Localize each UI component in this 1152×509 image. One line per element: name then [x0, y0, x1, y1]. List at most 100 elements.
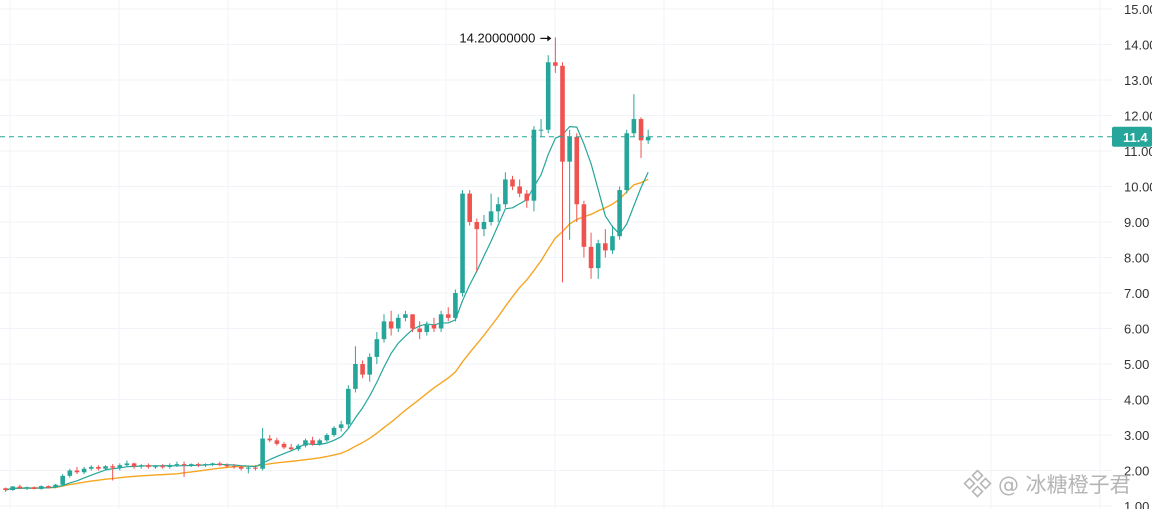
candle	[488, 193, 494, 226]
candle-body	[267, 438, 273, 441]
candle	[231, 464, 237, 469]
candle-body	[167, 465, 173, 467]
candle-body	[460, 193, 465, 293]
candle-body	[467, 193, 472, 222]
candle-body	[238, 466, 244, 469]
arrow-right-icon	[547, 35, 552, 42]
y-tick-label: 2.00	[1124, 464, 1149, 479]
candle	[124, 460, 130, 467]
candle	[96, 465, 101, 471]
candle-body	[424, 324, 430, 333]
candle-body	[31, 487, 37, 489]
candle-body	[431, 324, 437, 329]
candle	[267, 435, 273, 443]
candle-body	[10, 486, 16, 491]
candle-body	[445, 314, 451, 318]
candle-body	[96, 466, 101, 469]
candle-body	[581, 204, 587, 247]
candle	[303, 438, 308, 448]
y-tick-label: 1.00	[1124, 499, 1149, 509]
candle	[353, 346, 358, 393]
candle	[610, 225, 615, 254]
candle-body	[196, 464, 201, 466]
candle	[603, 229, 608, 258]
candle	[238, 465, 244, 471]
current-price-tag: 11.4	[1112, 126, 1152, 147]
candle-body	[60, 475, 65, 485]
candle	[517, 179, 522, 198]
candle-body	[224, 465, 230, 467]
candle-body	[3, 488, 8, 491]
candle	[481, 214, 487, 237]
candle-body	[253, 467, 258, 469]
candle-body	[288, 447, 294, 450]
candle-body	[53, 484, 58, 488]
candle-body	[260, 438, 265, 469]
candle-body	[231, 466, 237, 468]
candle	[495, 197, 501, 222]
candle	[388, 310, 394, 336]
candle	[424, 321, 430, 336]
candle	[153, 465, 158, 469]
candle-body	[524, 193, 530, 201]
candle-body	[124, 463, 130, 466]
candle	[10, 486, 16, 491]
candle	[338, 420, 344, 432]
candle	[410, 314, 415, 333]
candle-body	[624, 133, 630, 191]
candle	[331, 426, 337, 437]
candle	[567, 129, 572, 240]
candle-body	[453, 293, 458, 318]
candle-body	[74, 470, 80, 473]
y-tick-label: 14.00	[1124, 38, 1152, 53]
candle-body	[488, 211, 494, 222]
candle-body	[388, 321, 394, 329]
candle-body	[410, 314, 415, 329]
candle-body	[246, 467, 251, 469]
candle	[531, 126, 537, 212]
candle-body	[324, 435, 330, 441]
candle-body	[367, 356, 373, 375]
candle-body	[338, 424, 344, 428]
candle-body	[403, 314, 408, 318]
candle-body	[24, 487, 30, 489]
candle	[53, 483, 58, 489]
candle	[110, 464, 115, 481]
candle	[146, 463, 151, 469]
candle-body	[38, 486, 44, 489]
candle-body	[381, 321, 387, 340]
candle	[60, 474, 65, 486]
candle	[274, 437, 280, 446]
candle	[281, 442, 287, 450]
y-tick-label: 4.00	[1124, 393, 1149, 408]
candle	[467, 190, 472, 226]
current-price-value: 11.4	[1123, 130, 1148, 145]
candle-body	[117, 465, 123, 468]
candle-body	[638, 119, 644, 141]
candle-body	[46, 486, 51, 488]
candle	[253, 465, 258, 471]
candle-body	[210, 463, 215, 465]
candle	[431, 317, 437, 333]
candle	[545, 55, 551, 134]
candle-body	[110, 466, 115, 468]
candle-body	[595, 243, 601, 269]
candle-body	[567, 136, 572, 162]
candle	[445, 307, 451, 322]
candle	[581, 200, 587, 258]
candle-body	[174, 464, 180, 466]
candle-body	[131, 463, 137, 467]
candle	[260, 427, 265, 471]
candle	[317, 438, 323, 446]
high-value-label: 14.20000000	[459, 30, 535, 45]
candle-body	[281, 443, 287, 448]
candle	[24, 486, 30, 491]
candle-body	[360, 364, 365, 375]
candle-body	[317, 440, 323, 444]
candle-body	[103, 466, 108, 469]
candle-body	[538, 129, 544, 131]
candle	[360, 360, 365, 379]
y-tick-label: 9.00	[1124, 215, 1149, 230]
candle	[574, 133, 580, 222]
